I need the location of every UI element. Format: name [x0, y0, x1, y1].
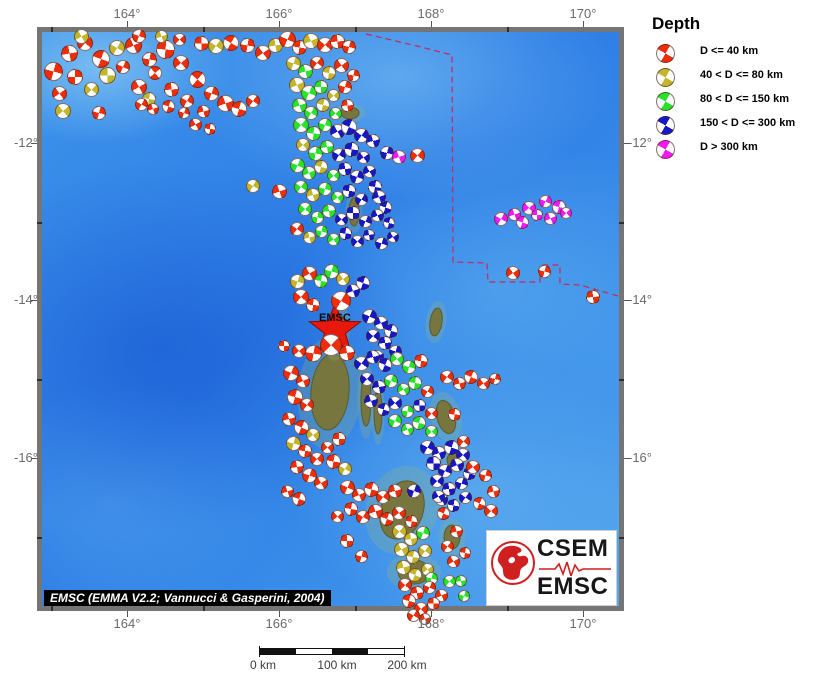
- lat-label-left: -16°: [14, 450, 38, 465]
- legend-entry-label: 80 < D <= 150 km: [700, 93, 789, 105]
- lon-tick-bottom: [583, 611, 584, 617]
- island: [340, 106, 360, 120]
- legend-entry: 40 < D <= 80 km: [652, 66, 817, 90]
- lon-minor-tick: [203, 27, 205, 32]
- scale-label-100: 100 km: [317, 658, 357, 672]
- island: [443, 524, 461, 550]
- lat-minor-tick: [619, 222, 624, 224]
- lon-tick-top: [583, 21, 584, 27]
- lon-label-top: 170°: [569, 6, 597, 21]
- legend-rows: D <= 40 km 40 < D <= 80 km 80 < D <= 150 k…: [652, 42, 817, 162]
- islands-group: [297, 104, 469, 590]
- globe-icon: [491, 541, 535, 585]
- lat-tick-left: [31, 143, 37, 144]
- legend-beachball-icon: [656, 68, 675, 87]
- lon-tick-top: [431, 21, 432, 27]
- lon-label-top: 166°: [265, 6, 293, 21]
- lat-label-left: -12°: [14, 135, 38, 150]
- lon-minor-tick: [51, 27, 53, 32]
- lon-label-top: 168°: [417, 6, 445, 21]
- lat-label-right: -12°: [628, 135, 652, 150]
- legend-entry-label: 150 < D <= 300 km: [700, 117, 796, 129]
- lon-label-bottom: 166°: [265, 616, 293, 631]
- island: [446, 451, 464, 469]
- maritime-boundary-dashed-line: [365, 33, 619, 297]
- scale-bar: [259, 646, 405, 657]
- map-frame-right: [619, 27, 624, 611]
- logo-line1: CSEM: [537, 535, 609, 562]
- legend-beachball-icon: [656, 44, 675, 63]
- lat-tick-right: [624, 300, 630, 301]
- legend-beachball-icon: [656, 92, 675, 111]
- island: [397, 559, 431, 585]
- lon-label-bottom: 170°: [569, 616, 597, 631]
- lat-tick-left: [31, 300, 37, 301]
- lat-minor-tick: [37, 379, 42, 381]
- lon-minor-tick: [355, 606, 357, 611]
- lat-minor-tick: [37, 537, 42, 539]
- lon-tick-bottom: [431, 611, 432, 617]
- legend-beachball-icon: [656, 116, 675, 135]
- scale-label-0: 0 km: [249, 658, 276, 672]
- seismogram-icon: [539, 562, 611, 576]
- map-frame-bottom: [37, 606, 624, 611]
- lon-minor-tick: [507, 606, 509, 611]
- legend-beachball-icon: [656, 140, 675, 159]
- lon-minor-tick: [203, 606, 205, 611]
- lat-tick-right: [624, 143, 630, 144]
- legend-entry-label: D > 300 km: [700, 141, 758, 153]
- lon-tick-bottom: [279, 611, 280, 617]
- lon-label-top: 164°: [113, 6, 141, 21]
- event-label: EMSC: [319, 312, 351, 324]
- lat-minor-tick: [619, 379, 624, 381]
- map-attribution: EMSC (EMMA V2.2; Vannucci & Gasperini, 2…: [44, 590, 331, 606]
- lon-tick-top: [127, 21, 128, 27]
- lat-tick-left: [31, 458, 37, 459]
- lon-minor-tick: [507, 27, 509, 32]
- lat-label-right: -14°: [628, 292, 652, 307]
- legend-entry: D <= 40 km: [652, 42, 817, 66]
- island: [373, 389, 383, 435]
- legend-title: Depth: [652, 14, 701, 33]
- depth-legend: Depth D <= 40 km 40 < D <= 80 km 80 < D <=…: [652, 14, 817, 162]
- legend-entry: D > 300 km: [652, 138, 817, 162]
- island: [348, 197, 360, 227]
- legend-entry-label: 40 < D <= 80 km: [700, 69, 783, 81]
- legend-entry: 80 < D <= 150 km: [652, 90, 817, 114]
- lat-minor-tick: [619, 537, 624, 539]
- lon-minor-tick: [355, 27, 357, 32]
- lat-tick-right: [624, 458, 630, 459]
- map-canvas: EMSC EMSC (EMMA V2.2; Vannucci & Gasperi…: [42, 32, 619, 606]
- map-frame-top: [37, 27, 624, 32]
- lat-label-left: -14°: [14, 292, 38, 307]
- lat-minor-tick: [37, 222, 42, 224]
- csem-emsc-logo: CSEM EMSC: [486, 530, 617, 606]
- lon-tick-top: [279, 21, 280, 27]
- scale-label-200: 200 km: [387, 658, 427, 672]
- map-frame-left: [37, 27, 42, 611]
- island: [429, 307, 443, 337]
- lon-label-bottom: 164°: [113, 616, 141, 631]
- legend-entry-label: D <= 40 km: [700, 45, 759, 57]
- logo-line2: EMSC: [537, 573, 609, 600]
- lat-label-right: -16°: [628, 450, 652, 465]
- legend-entry: 150 < D <= 300 km: [652, 114, 817, 138]
- lon-label-bottom: 168°: [417, 616, 445, 631]
- lon-tick-bottom: [127, 611, 128, 617]
- lon-minor-tick: [51, 606, 53, 611]
- island: [360, 373, 372, 427]
